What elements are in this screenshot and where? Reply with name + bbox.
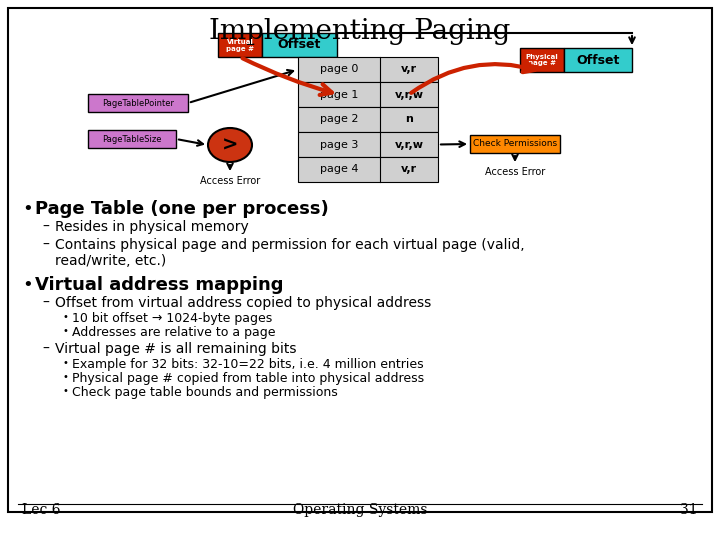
Text: Check Permissions: Check Permissions	[473, 139, 557, 148]
Text: Virtual address mapping: Virtual address mapping	[35, 276, 284, 294]
Text: Contains physical page and permission for each virtual page (valid,: Contains physical page and permission fo…	[55, 238, 525, 252]
Text: –: –	[42, 342, 49, 356]
Text: 31: 31	[680, 503, 698, 517]
Text: v,r,w: v,r,w	[395, 139, 423, 150]
Text: page 4: page 4	[320, 165, 359, 174]
Bar	[262, 33, 337, 57]
Bar	[520, 48, 564, 72]
Bar	[298, 82, 438, 107]
Bar	[218, 33, 262, 57]
Bar	[298, 107, 438, 132]
Text: Example for 32 bits: 32-10=22 bits, i.e. 4 million entries: Example for 32 bits: 32-10=22 bits, i.e.…	[72, 358, 423, 371]
Text: •: •	[62, 358, 68, 368]
Bar	[470, 135, 560, 153]
Text: n: n	[405, 114, 413, 125]
Text: PageTableSize: PageTableSize	[102, 134, 162, 144]
Text: –: –	[42, 220, 49, 234]
Text: v,r: v,r	[401, 64, 417, 75]
Text: Offset: Offset	[576, 53, 620, 66]
Text: Check page table bounds and permissions: Check page table bounds and permissions	[72, 386, 338, 399]
Text: •: •	[22, 276, 32, 294]
Bar	[88, 94, 188, 112]
Text: Operating Systems: Operating Systems	[293, 503, 427, 517]
Text: Resides in physical memory: Resides in physical memory	[55, 220, 248, 234]
Bar	[298, 57, 438, 82]
Text: Physical
page #: Physical page #	[526, 53, 559, 66]
Text: >: >	[222, 136, 238, 154]
Bar	[564, 48, 632, 72]
Text: Virtual page # is all remaining bits: Virtual page # is all remaining bits	[55, 342, 297, 356]
Text: –: –	[42, 238, 49, 252]
Text: Offset: Offset	[278, 38, 321, 51]
Text: Access Error: Access Error	[485, 167, 545, 177]
Text: page 0: page 0	[320, 64, 358, 75]
Text: Implementing Paging: Implementing Paging	[210, 18, 510, 45]
Text: •: •	[62, 372, 68, 382]
Bar	[298, 132, 438, 157]
Text: 10 bit offset → 1024-byte pages: 10 bit offset → 1024-byte pages	[72, 312, 272, 325]
Bar	[298, 157, 438, 182]
Text: PageTablePointer: PageTablePointer	[102, 98, 174, 107]
Text: Physical page # copied from table into physical address: Physical page # copied from table into p…	[72, 372, 424, 385]
Text: page 1: page 1	[320, 90, 358, 99]
Text: •: •	[62, 386, 68, 396]
Text: •: •	[22, 200, 32, 218]
Text: Virtual
page #: Virtual page #	[226, 38, 254, 51]
Text: Offset from virtual address copied to physical address: Offset from virtual address copied to ph…	[55, 296, 431, 310]
Text: •: •	[62, 326, 68, 336]
Text: page 2: page 2	[320, 114, 359, 125]
Text: •: •	[62, 312, 68, 322]
Bar	[88, 130, 176, 148]
Text: Access Error: Access Error	[200, 176, 260, 186]
Ellipse shape	[208, 128, 252, 162]
Text: Page Table (one per process): Page Table (one per process)	[35, 200, 329, 218]
Text: read/write, etc.): read/write, etc.)	[55, 254, 166, 268]
Text: –: –	[42, 296, 49, 310]
Text: page 3: page 3	[320, 139, 358, 150]
Text: Lec 6: Lec 6	[22, 503, 60, 517]
Text: v,r,w: v,r,w	[395, 90, 423, 99]
Text: Addresses are relative to a page: Addresses are relative to a page	[72, 326, 276, 339]
Text: v,r: v,r	[401, 165, 417, 174]
